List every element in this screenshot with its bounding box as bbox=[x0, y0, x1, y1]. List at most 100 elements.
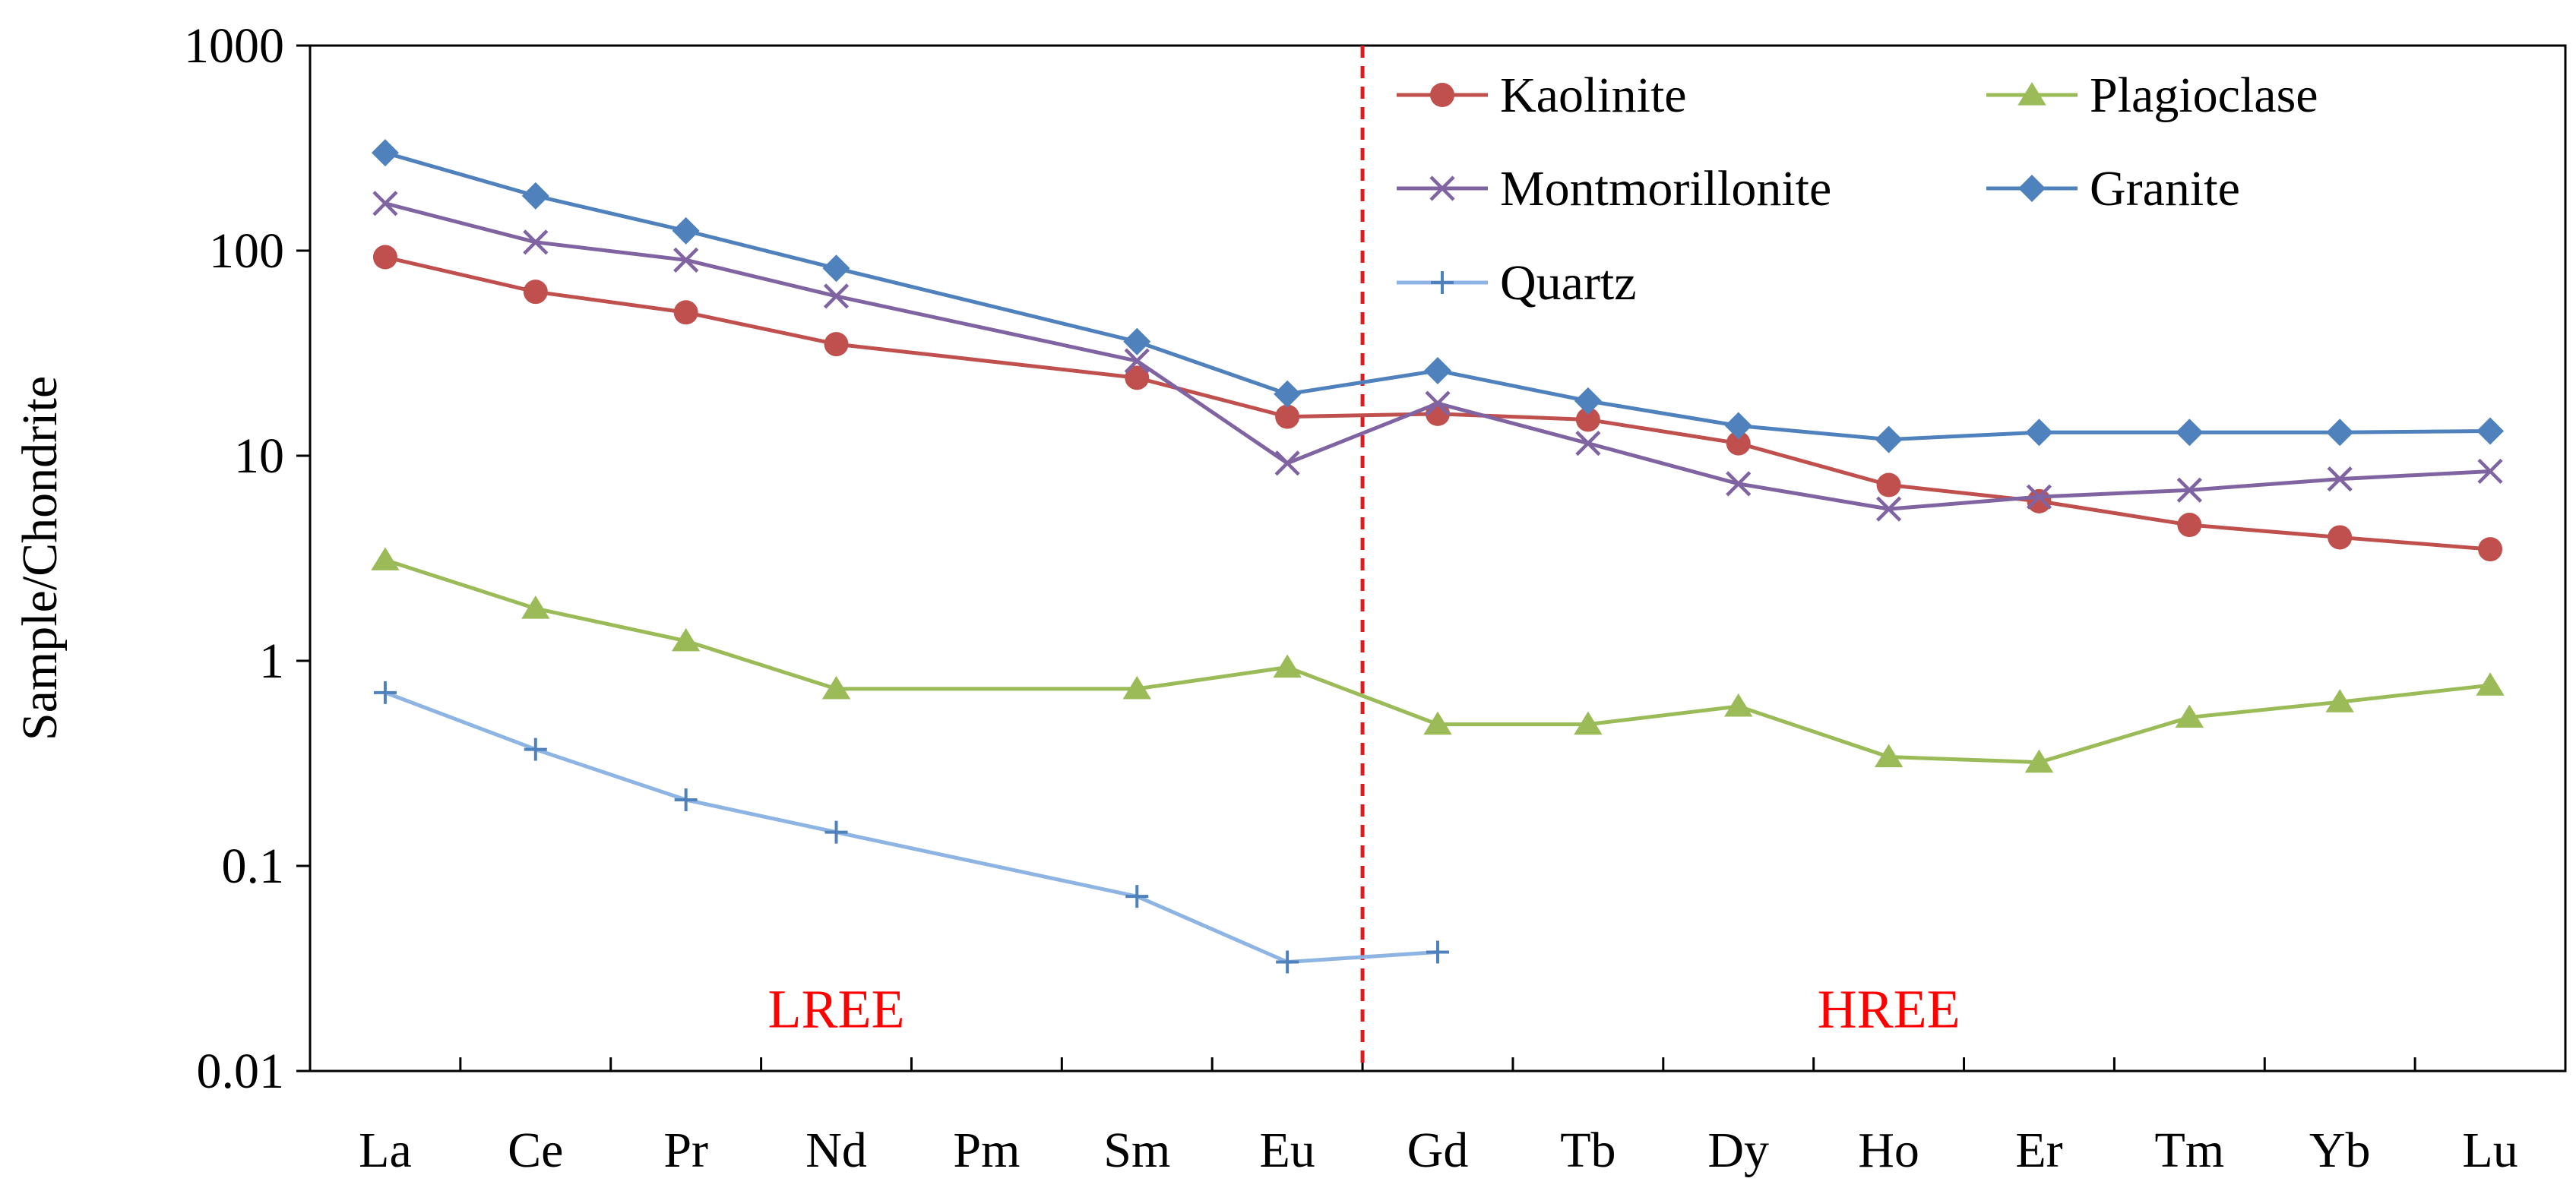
data-point-plagioclase-ce bbox=[521, 596, 550, 619]
data-point-granite-la bbox=[371, 139, 399, 167]
y-tick-label: 1 bbox=[259, 633, 284, 689]
data-point-plagioclase-pr bbox=[671, 627, 701, 652]
y-tick-label: 0.1 bbox=[222, 839, 285, 894]
legend-marker-plagioclase bbox=[2017, 82, 2046, 106]
x-tick-label: Gd bbox=[1407, 1123, 1469, 1178]
data-point-granite-sm bbox=[1123, 327, 1151, 355]
data-point-granite-eu bbox=[1274, 380, 1302, 408]
data-point-granite-ce bbox=[521, 182, 549, 210]
data-point-plagioclase-yb bbox=[2325, 689, 2354, 712]
data-point-quartz-gd bbox=[1426, 940, 1449, 964]
series-line-kaolinite bbox=[385, 255, 2491, 551]
x-tick-label: Pr bbox=[663, 1123, 708, 1178]
data-point-kaolinite-tm bbox=[2177, 513, 2202, 538]
data-point-granite-lu bbox=[2476, 417, 2505, 445]
legend-label-kaolinite: Kaolinite bbox=[1500, 68, 1687, 123]
data-point-montmorillonite-gd bbox=[1425, 390, 1451, 416]
y-tick-label: 10 bbox=[234, 428, 284, 484]
data-point-kaolinite-nd bbox=[824, 332, 849, 357]
data-point-plagioclase-ho bbox=[1874, 744, 1904, 768]
data-point-kaolinite-lu bbox=[2478, 537, 2503, 562]
data-point-montmorillonite-tm bbox=[2176, 477, 2202, 503]
data-point-montmorillonite-yb bbox=[2327, 466, 2353, 492]
series-plagioclase bbox=[371, 547, 2505, 773]
data-point-quartz-eu bbox=[1276, 950, 1299, 974]
data-point-montmorillonite-pr bbox=[673, 247, 699, 273]
data-point-plagioclase-sm bbox=[1122, 675, 1151, 700]
data-point-plagioclase-dy bbox=[1724, 693, 1753, 717]
x-tick-label: Tb bbox=[1560, 1123, 1616, 1178]
legend-marker-montmorillonite bbox=[1429, 175, 1455, 201]
series-line-montmorillonite bbox=[385, 201, 2491, 511]
data-point-montmorillonite-tb bbox=[1575, 431, 1601, 456]
data-point-kaolinite-yb bbox=[2328, 525, 2353, 550]
series-line-plagioclase bbox=[385, 558, 2491, 765]
plot-area bbox=[309, 44, 2567, 1073]
data-point-plagioclase-gd bbox=[1423, 711, 1452, 735]
y-tick-label: 0.01 bbox=[197, 1044, 285, 1099]
y-tick-label: 1000 bbox=[184, 18, 284, 74]
data-point-granite-dy bbox=[1724, 412, 1752, 440]
y-tick-label: 100 bbox=[209, 223, 284, 279]
data-point-kaolinite-la bbox=[372, 245, 397, 270]
data-point-granite-yb bbox=[2326, 419, 2354, 447]
data-point-plagioclase-nd bbox=[821, 675, 851, 700]
legend-marker-quartz bbox=[1431, 271, 1454, 294]
data-point-montmorillonite-sm bbox=[1124, 348, 1150, 374]
data-point-montmorillonite-er bbox=[2026, 484, 2052, 510]
data-point-montmorillonite-eu bbox=[1274, 450, 1300, 476]
legend-item-kaolinite: Kaolinite bbox=[1397, 68, 1687, 123]
series-quartz bbox=[373, 681, 1449, 974]
data-point-plagioclase-lu bbox=[2476, 672, 2505, 696]
x-tick-label: Yb bbox=[2309, 1123, 2371, 1178]
region-label-lree: LREE bbox=[768, 979, 905, 1040]
data-point-quartz-sm bbox=[1125, 885, 1149, 908]
data-point-granite-pr bbox=[672, 216, 700, 245]
data-point-montmorillonite-lu bbox=[2477, 458, 2503, 485]
data-point-plagioclase-eu bbox=[1273, 654, 1302, 678]
legend-marker-granite bbox=[2018, 175, 2046, 202]
data-point-plagioclase-la bbox=[371, 547, 400, 570]
data-point-granite-tb bbox=[1574, 387, 1602, 415]
x-tick-label: Lu bbox=[2462, 1123, 2517, 1178]
legend-marker-kaolinite bbox=[1430, 83, 1454, 107]
data-point-quartz-la bbox=[373, 681, 397, 704]
legend-item-quartz: Quartz bbox=[1397, 255, 1637, 311]
series-montmorillonite bbox=[372, 191, 2503, 522]
x-tick-label: Dy bbox=[1707, 1123, 1769, 1178]
data-point-kaolinite-ce bbox=[523, 280, 548, 305]
data-point-granite-nd bbox=[822, 254, 850, 283]
data-point-quartz-nd bbox=[824, 820, 848, 844]
y-axis-title: Sample/Chondrite bbox=[12, 376, 68, 741]
data-point-montmorillonite-nd bbox=[823, 283, 850, 309]
data-point-granite-ho bbox=[1875, 425, 1903, 453]
data-point-plagioclase-tb bbox=[1574, 711, 1603, 735]
x-tick-label: Sm bbox=[1103, 1123, 1170, 1178]
data-point-kaolinite-eu bbox=[1275, 404, 1300, 429]
data-point-kaolinite-pr bbox=[673, 300, 698, 325]
legend-item-montmorillonite: Montmorillonite bbox=[1397, 161, 1831, 216]
data-point-granite-er bbox=[2025, 419, 2053, 447]
x-tick-label: Nd bbox=[805, 1123, 867, 1178]
x-tick-label: Eu bbox=[1259, 1123, 1315, 1178]
data-point-quartz-ce bbox=[524, 738, 547, 761]
series-kaolinite bbox=[372, 245, 2503, 562]
data-point-kaolinite-ho bbox=[1876, 472, 1901, 498]
legend-label-montmorillonite: Montmorillonite bbox=[1500, 161, 1831, 216]
data-point-granite-gd bbox=[1424, 356, 1451, 384]
data-point-quartz-pr bbox=[674, 788, 698, 812]
x-tick-label: La bbox=[359, 1123, 412, 1178]
data-point-kaolinite-sm bbox=[1125, 365, 1150, 390]
data-point-granite-tm bbox=[2176, 419, 2204, 447]
data-point-montmorillonite-ce bbox=[523, 229, 549, 255]
data-point-kaolinite-dy bbox=[1726, 431, 1751, 456]
legend-item-granite: Granite bbox=[1986, 161, 2240, 216]
x-tick-label: Ho bbox=[1858, 1123, 1919, 1178]
series-line-granite bbox=[385, 150, 2491, 442]
legend-label-granite: Granite bbox=[2090, 161, 2240, 216]
data-point-montmorillonite-dy bbox=[1726, 471, 1752, 497]
region-label-hree: HREE bbox=[1818, 979, 1960, 1040]
data-point-montmorillonite-ho bbox=[1876, 496, 1902, 522]
legend-label-quartz: Quartz bbox=[1500, 255, 1637, 311]
